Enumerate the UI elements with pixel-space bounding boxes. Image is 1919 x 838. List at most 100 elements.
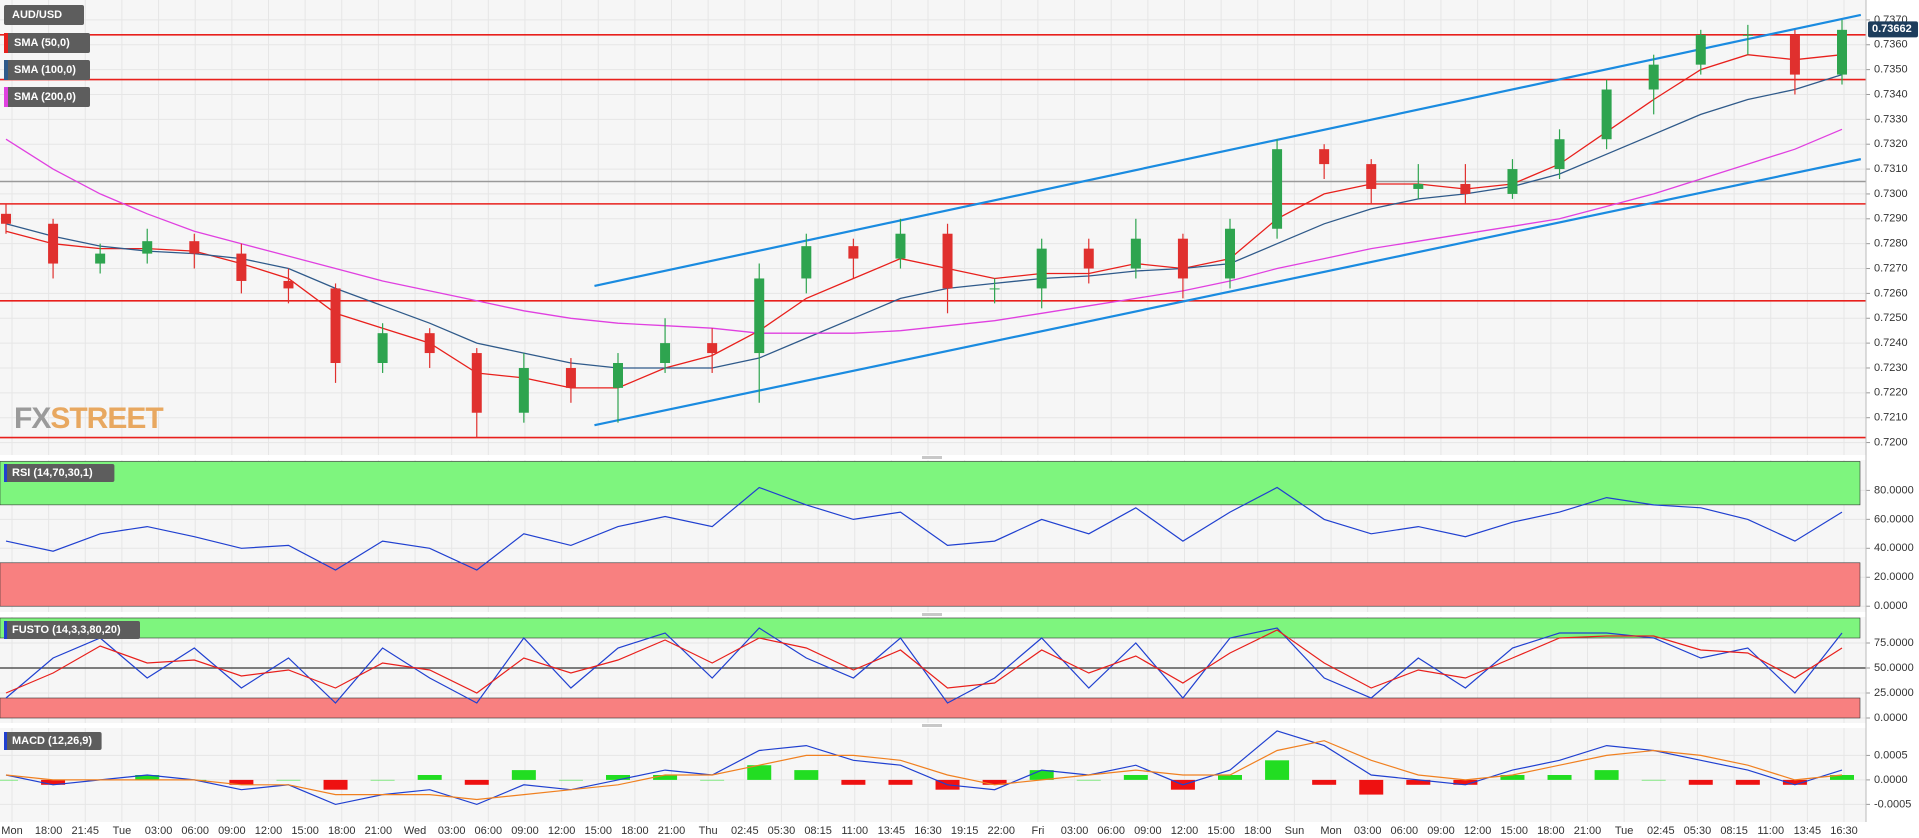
x-tick-label: Tue: [113, 825, 132, 837]
histogram-bar: [323, 779, 348, 790]
candle-body: [142, 241, 153, 254]
y-tick-label: 25.0000: [1874, 687, 1914, 699]
candle-body: [377, 333, 388, 364]
trend-line: [594, 13, 1862, 288]
x-tick-label: 12:00: [1464, 825, 1492, 837]
last-price-label: 0.73662: [1872, 23, 1912, 35]
y-tick-label: 0.7210: [1874, 412, 1908, 424]
panel: [0, 728, 1866, 822]
indicator-line: [5, 629, 1843, 694]
histogram-bar: [1453, 779, 1478, 785]
histogram-bar: [370, 779, 395, 781]
panel: [0, 460, 1866, 612]
candle-body: [518, 367, 529, 413]
histogram-bar: [1641, 779, 1666, 781]
x-tick-label: 06:00: [475, 825, 503, 837]
x-tick-label: 18:00: [1244, 825, 1272, 837]
candle-body: [236, 253, 247, 281]
x-tick-label: 03:00: [1354, 825, 1382, 837]
candle-body: [660, 343, 671, 364]
x-tick-label: 09:00: [218, 825, 246, 837]
x-tick-label: 21:00: [1574, 825, 1602, 837]
candle-body: [1225, 228, 1235, 279]
panel-background: [0, 0, 1866, 455]
band: [0, 562, 1861, 607]
y-tick-label: 0.7220: [1874, 387, 1908, 399]
y-tick-label: 0.7350: [1874, 64, 1908, 76]
candle-body: [565, 367, 576, 388]
legend: AUD/USD SMA (50,0) SMA (100,0) SMA (200,0): [4, 5, 90, 107]
histogram-bar: [1500, 775, 1525, 780]
x-tick-label: Sun: [1285, 825, 1305, 837]
candle-body: [48, 223, 59, 264]
x-tick-label: Thu: [699, 825, 718, 837]
candle-body: [424, 333, 435, 354]
trend-line: [594, 158, 1862, 427]
y-tick-label: 0.0000: [1874, 600, 1908, 612]
histogram-bar: [1406, 779, 1431, 785]
y-tick-label: 0.7290: [1874, 213, 1908, 225]
x-tick-label: 11:00: [1757, 825, 1784, 837]
legend-swatch: [4, 87, 8, 107]
indicator-title-box: [4, 464, 115, 482]
candle-body: [1601, 89, 1612, 140]
y-tick-label: 0.0000: [1874, 712, 1908, 724]
candle-body: [1319, 149, 1330, 165]
x-tick-label: 16:30: [1830, 825, 1858, 837]
y-tick-label: 0.0005: [1874, 749, 1908, 761]
histogram-bar: [1830, 775, 1854, 780]
x-tick-label: 18:00: [1537, 825, 1565, 837]
y-tick-label: 0.7310: [1874, 163, 1908, 175]
x-tick-label: 05:30: [1684, 825, 1712, 837]
legend-box: [4, 60, 90, 80]
y-tick-label: 20.0000: [1874, 571, 1914, 583]
x-tick-label: 12:00: [255, 825, 283, 837]
candle-body: [613, 363, 623, 388]
y-tick-label: 40.0000: [1874, 542, 1914, 554]
candle-body: [1366, 164, 1377, 189]
x-tick-label: 21:00: [365, 825, 393, 837]
candle-body: [1554, 139, 1565, 170]
x-tick-label: 08:15: [804, 825, 832, 837]
histogram-bar: [1218, 775, 1242, 780]
x-tick-label: 16:30: [914, 825, 942, 837]
histogram-bar: [888, 779, 913, 785]
indicator-title-swatch: [4, 621, 7, 639]
candle-body: [1083, 248, 1094, 269]
histogram-bar: [558, 779, 583, 781]
band: [0, 697, 1861, 719]
x-tick-label: 21:00: [658, 825, 686, 837]
y-tick-label: 0.7260: [1874, 287, 1908, 299]
watermark-street: STREET: [50, 402, 163, 435]
legend-swatch: [4, 33, 8, 53]
y-tick-label: 0.7320: [1874, 138, 1908, 150]
indicator-line: [5, 740, 1843, 801]
x-tick-label: 09:00: [1427, 825, 1455, 837]
histogram-bar: [1782, 779, 1807, 785]
panel: [0, 0, 1866, 455]
candle-body: [1742, 34, 1753, 36]
x-tick-label: 09:00: [1134, 825, 1162, 837]
y-tick-label: 60.0000: [1874, 513, 1914, 525]
x-tick-label: Mon: [1320, 825, 1341, 837]
y-tick-label: 50.0000: [1874, 662, 1914, 674]
x-tick-label: 03:00: [438, 825, 466, 837]
histogram-bar: [1547, 775, 1572, 780]
candle-body: [942, 233, 953, 289]
legend-box: [4, 5, 84, 25]
panel: [0, 617, 1866, 723]
histogram-bar: [747, 765, 772, 780]
y-tick-label: 0.7330: [1874, 113, 1908, 125]
candle-body: [283, 280, 294, 289]
x-tick-label: 03:00: [1061, 825, 1089, 837]
y-tick-label: 80.0000: [1874, 484, 1914, 496]
indicator-line: [5, 627, 1843, 704]
x-tick-label: 19:15: [951, 825, 979, 837]
histogram-bar: [700, 779, 725, 781]
legend-label: SMA (100,0): [14, 64, 76, 76]
histogram-bar: [1688, 779, 1713, 785]
histogram-bar: [653, 775, 678, 780]
y-tick-label: 0.7280: [1874, 238, 1908, 250]
x-tick-label: 12:00: [1171, 825, 1199, 837]
indicator-title: RSI (14,70,30,1): [12, 467, 93, 479]
